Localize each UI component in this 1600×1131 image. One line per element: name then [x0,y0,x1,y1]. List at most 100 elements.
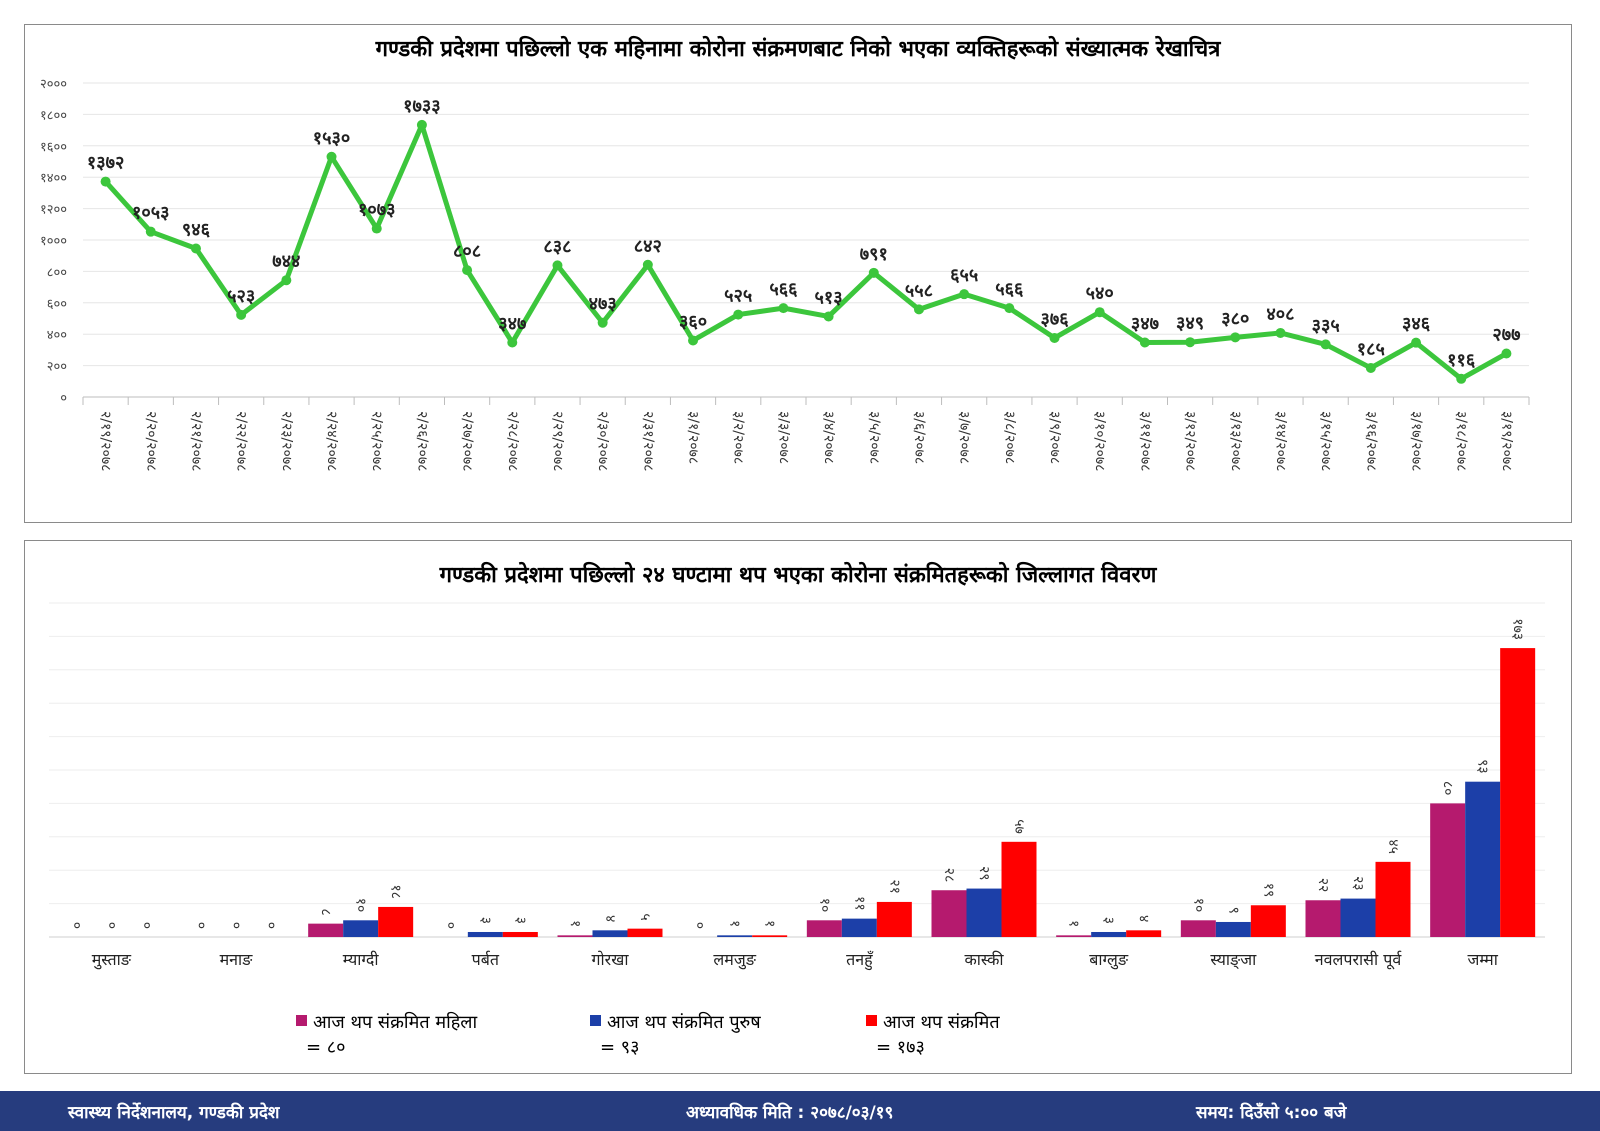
x-tick-label: ३/७/२०७८ [956,411,972,464]
data-label: १३७२ [87,153,124,174]
data-label: ३७६ [1040,309,1069,330]
category-label: स्याङ्जा [1210,950,1257,970]
y-tick-label: १४०० [40,171,67,186]
bar-chart-legend: आज थप संक्रमित महिला = ८० आज थप संक्रमित… [0,1010,1600,1060]
data-point [1456,373,1467,384]
bar [467,931,503,937]
legend-label-total: आज थप संक्रमित [883,1012,1000,1033]
bar [378,906,414,937]
data-label: ९४६ [182,219,211,240]
data-label: ३८० [1221,308,1249,329]
bar-value-label: २१ [886,879,902,894]
data-point [1004,303,1015,314]
bar [592,930,628,937]
bar-value-label: ० [442,922,458,929]
x-tick-label: २/२८/२०७८ [504,411,520,471]
data-label: १०७३ [358,200,395,221]
bar [752,935,788,937]
bar-value-label: २३ [1350,876,1366,891]
x-tick-label: २/२२/२०७८ [233,411,249,471]
footer-updated-date: अध्यावधिक मिति : २०७८/०३/१९ [686,1103,894,1123]
bar-value-label: ० [138,922,154,929]
x-tick-label: २/२४/२०७८ [324,411,340,471]
bar-value-label: १ [567,920,583,927]
x-tick-label: ३/६/२०७८ [911,411,927,464]
x-tick-label: ३/५/२०७८ [866,411,882,464]
bar-value-label: २८ [941,868,957,883]
category-label: मुस्ताङ [92,950,132,970]
data-label: ३६० [679,311,707,332]
bar-value-label: ४ [1136,915,1152,922]
x-tick-label: २/२०/२०७८ [143,411,159,471]
data-label: ३३५ [1312,315,1340,336]
bar-value-label: १ [762,920,778,927]
data-point [100,176,111,187]
x-tick-label: २/२९/२०७८ [549,411,565,471]
y-tick-label: २०० [47,360,67,375]
x-tick-label: २/२६/२०७८ [414,411,430,471]
x-tick-label: ३/१७/२०७८ [1408,411,1424,471]
category-label: कास्की [964,950,1004,969]
x-tick-label: ३/१५/२०७८ [1318,411,1334,471]
line-chart-svg: ० २०० ४०० ६०० ८०० १००० १२०० १४०० १६०० १८०० २००० २/१… [40,77,1530,471]
y-tick-label: ८०० [47,265,67,280]
data-label: ७९१ [860,244,888,265]
data-label: ८०८ [453,241,481,262]
bar-value-label: १९ [1260,883,1276,898]
x-tick-label: २/२३/२०७८ [278,411,294,471]
data-label: ५६६ [769,279,798,300]
bar-value-label: ० [263,922,279,929]
x-tick-label: २/३०/२०७८ [595,411,611,471]
data-label: ८४२ [634,236,662,257]
bar [1375,861,1411,937]
bar-value-label: १८ [388,884,404,899]
bar-chart-panel: गण्डकी प्रदेशमा पछिल्लो २४ घण्टामा थप भए… [24,540,1572,1074]
x-tick-label: २/१९/२०७८ [98,411,114,471]
footer-time: समय: दिउँसो ५:०० बजे [1196,1103,1347,1123]
data-label: ४०८ [1266,304,1294,325]
bar [1180,920,1216,937]
y-tick-label: ६०० [47,297,67,312]
data-point [326,151,337,162]
data-label: ५५८ [905,280,933,301]
category-label: म्याग्दी [343,950,380,969]
legend-label-female: आज थप संक्रमित महिला [313,1012,478,1033]
x-tick-label: ३/११/२०७८ [1137,411,1153,471]
x-tick-label: ३/९/२०७८ [1047,411,1063,464]
bar-value-label: १७३ [1510,618,1526,640]
bar [1340,898,1376,937]
line-chart-title: गण्डकी प्रदेशमा पछिल्लो एक महिनामा कोरोन… [375,37,1221,62]
data-point [688,335,699,346]
x-tick-label: २/२७/२०७८ [459,411,475,471]
bar-value-label: २९ [976,866,992,881]
y-tick-label: २००० [40,77,67,92]
bar-value-label: १ [1066,920,1082,927]
data-point [281,275,292,286]
bar-value-label: ४५ [1385,839,1401,854]
x-tick-label: ३/१२/२०७८ [1182,411,1198,471]
y-tick-label: १२०० [40,203,67,218]
data-point [1501,348,1512,359]
bar-value-label: ९३ [1475,759,1491,774]
bar-value-label: १० [353,898,369,913]
x-tick-label: ३/१०/२०७८ [1092,411,1108,471]
data-label: ५२३ [227,286,255,307]
data-label: ५६६ [995,279,1024,300]
bar-value-label: ० [692,922,708,929]
data-label: ५२५ [724,286,752,307]
bar [931,890,967,937]
x-tick-label: ३/१९/२०७८ [1498,411,1514,471]
bar-value-label: ४ [602,915,618,922]
legend-item-male: आज थप संक्रमित पुरुष = ९३ [590,1010,761,1060]
data-point [416,119,427,130]
data-point [823,311,834,322]
bar-value-label: १० [1190,898,1206,913]
x-tick-label: ३/२/२०७८ [730,411,746,464]
category-label: तनहुँ [846,950,874,971]
category-label: जम्मा [1467,950,1498,969]
bar-value-label: ० [193,922,209,929]
x-tick-label: २/२१/२०७८ [188,411,204,471]
data-point [1094,307,1105,318]
bar [966,888,1002,937]
